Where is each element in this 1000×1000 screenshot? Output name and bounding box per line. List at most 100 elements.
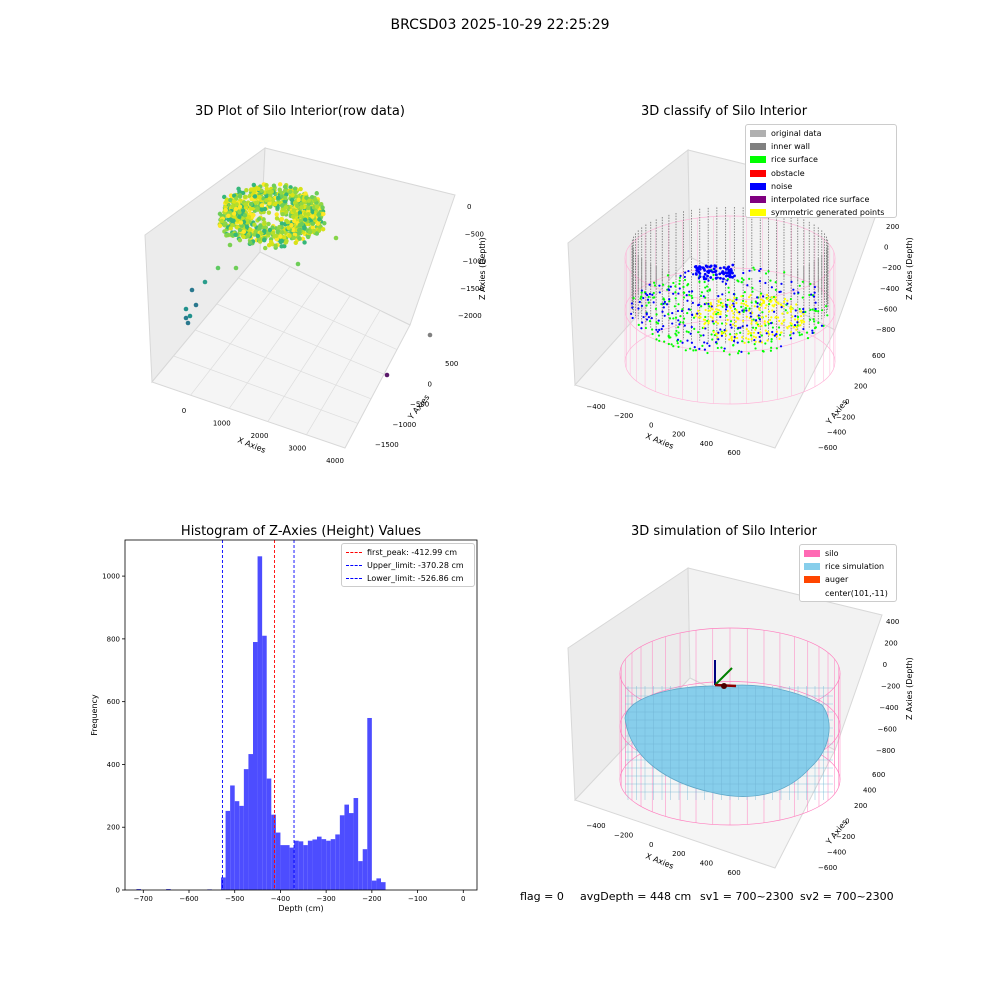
raw-data-point [244, 224, 250, 230]
classified-point [666, 274, 670, 277]
classify-legend-item: noise [750, 181, 792, 193]
panel1-x-tick-label: 3000 [288, 445, 306, 453]
classified-point [656, 322, 660, 325]
classified-point [699, 312, 702, 316]
classified-point [711, 316, 714, 319]
classified-point [723, 329, 726, 332]
raw-data-point [271, 230, 276, 236]
noise-point [722, 277, 725, 281]
classified-point [667, 313, 670, 316]
classified-point [699, 294, 703, 297]
classified-point [740, 350, 743, 353]
classified-point [644, 292, 647, 295]
classified-point [713, 310, 717, 313]
noise-point [733, 274, 736, 278]
classified-point [631, 306, 634, 309]
panel4-x-tick-label: 200 [672, 850, 685, 858]
classified-point [712, 330, 715, 334]
classified-point [749, 312, 752, 315]
raw-data-point [298, 214, 304, 219]
classified-point [676, 309, 680, 313]
classified-point [706, 342, 709, 345]
classified-point [726, 298, 729, 302]
classified-point [766, 339, 769, 342]
classified-point [658, 339, 661, 342]
classified-point [795, 328, 798, 331]
classified-point [746, 304, 749, 308]
panel2-z-tick-label: −600 [878, 305, 897, 313]
classified-point [685, 294, 688, 297]
raw-data-point [272, 201, 278, 207]
classified-point [784, 309, 787, 312]
raw-data-point [225, 232, 231, 238]
panel2-y-tick-label: 0 [845, 398, 849, 406]
classified-point [729, 323, 732, 326]
classified-point [662, 297, 665, 300]
raw-data-point [281, 235, 287, 240]
classified-point [709, 315, 712, 318]
histogram-legend-swatch [346, 578, 362, 580]
raw-data-point [277, 182, 283, 187]
panel4-y-tick-label: −600 [818, 864, 837, 872]
simulation-legend-swatch [804, 550, 820, 557]
noise-point [712, 267, 716, 271]
histogram-bar [376, 878, 381, 890]
classified-point [663, 300, 666, 303]
noise-point [731, 271, 734, 275]
classified-point [721, 293, 724, 296]
classified-point [704, 327, 707, 330]
classified-point [762, 350, 765, 353]
classified-point [653, 284, 657, 287]
auger-center [721, 683, 727, 689]
raw-data-point [248, 240, 253, 245]
classified-point [714, 341, 718, 344]
classified-point [798, 334, 801, 337]
classified-point [678, 276, 682, 279]
classified-point [788, 325, 791, 328]
classified-point [802, 307, 805, 311]
classified-point [671, 322, 674, 325]
classified-point [797, 291, 800, 294]
classified-point [672, 317, 675, 320]
raw-data-point [282, 184, 288, 190]
classified-point [708, 305, 711, 308]
classified-point [682, 317, 686, 320]
noise-point [714, 276, 718, 280]
raw-data-point [316, 211, 322, 217]
classified-point [789, 297, 792, 301]
classified-point [697, 316, 700, 319]
classified-point [677, 331, 680, 334]
classify-legend-item: inner wall [750, 141, 810, 153]
classified-point [702, 295, 705, 298]
classified-point [692, 349, 695, 352]
histogram-bar [166, 889, 171, 890]
raw-data-point [312, 197, 318, 202]
raw-data-point [183, 315, 189, 321]
raw-data-point [297, 222, 303, 228]
classified-point [638, 300, 641, 304]
raw-data-point [217, 223, 223, 229]
raw-data-point [427, 332, 433, 338]
raw-data-point [305, 234, 311, 240]
classified-point [757, 331, 760, 335]
classified-point [781, 312, 784, 315]
panel4-x-tick-label: −200 [614, 831, 633, 839]
classified-point [774, 300, 778, 303]
classified-point [680, 309, 684, 313]
classify-legend-label: interpolated rice surface [771, 195, 870, 204]
histogram-bar [285, 845, 290, 890]
classified-point [764, 329, 767, 332]
classified-point [798, 324, 801, 327]
classified-point [789, 334, 792, 337]
classified-point [738, 312, 741, 315]
classified-point [654, 307, 658, 310]
classified-point [720, 334, 724, 337]
classified-point [802, 320, 806, 324]
histogram-bar [243, 769, 249, 890]
raw-data-point [255, 200, 260, 205]
classified-point [780, 282, 783, 285]
classified-point [737, 352, 740, 355]
simulation-legend-swatch [804, 590, 820, 597]
raw-data-point [243, 194, 248, 199]
classified-point [721, 280, 724, 283]
